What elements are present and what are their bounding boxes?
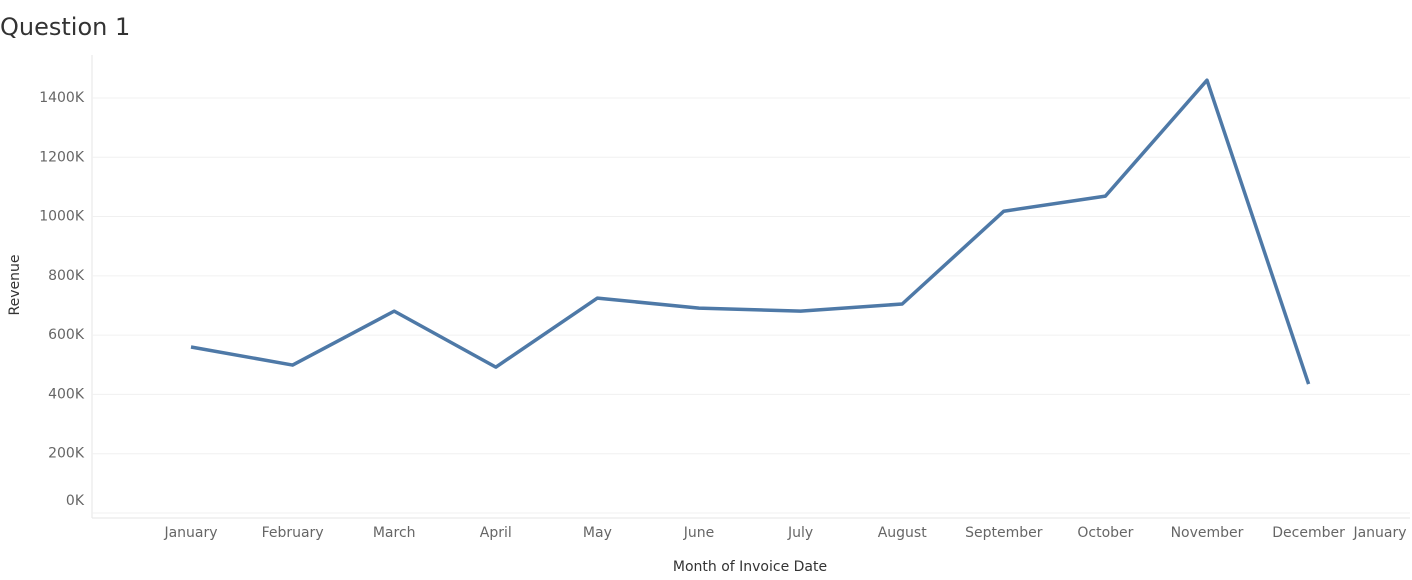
y-tick-label: 1400K <box>39 90 85 106</box>
x-tick-label: May <box>583 525 612 541</box>
y-axis-label: Revenue <box>7 255 23 316</box>
x-tick-label: August <box>878 525 928 541</box>
x-tick-label: October <box>1077 525 1133 541</box>
x-tick-label: July <box>787 525 813 541</box>
y-tick-label: 800K <box>48 268 85 284</box>
y-tick-label: 0K <box>66 493 85 509</box>
x-tick-label: January <box>163 525 217 541</box>
y-tick-label: 400K <box>48 386 85 402</box>
x-tick-label: April <box>480 525 512 541</box>
y-tick-label: 600K <box>48 327 85 343</box>
x-tick-label: September <box>965 525 1043 541</box>
x-tick-label: June <box>683 525 715 541</box>
x-axis-label: Month of Invoice Date <box>673 559 827 575</box>
x-tick-label: February <box>262 525 324 541</box>
x-tick-label: January <box>1352 525 1406 541</box>
y-tick-label: 1000K <box>39 209 85 225</box>
y-tick-label: 200K <box>48 446 85 462</box>
line <box>190 78 1311 385</box>
chart-title: Question 1 <box>0 13 130 41</box>
x-tick-label: November <box>1171 525 1244 541</box>
x-tick-label: March <box>373 525 416 541</box>
y-tick-label: 1200K <box>39 149 85 165</box>
x-tick-label: December <box>1272 525 1345 541</box>
